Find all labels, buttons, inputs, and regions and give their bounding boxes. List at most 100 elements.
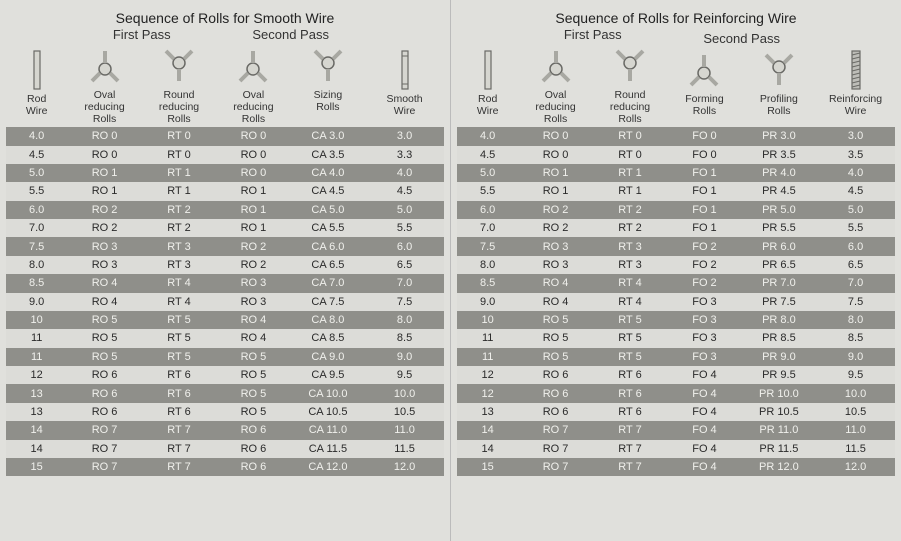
table-cell: RT 7: [142, 421, 216, 439]
table-cell: 8.5: [816, 329, 895, 347]
table-row: 13RO 6RT 6FO 4PR 10.510.5: [457, 403, 895, 421]
table-cell: RO 2: [67, 219, 141, 237]
table-cell: RO 7: [518, 421, 592, 439]
rolls-up-icon: [291, 45, 365, 87]
table-cell: 11: [6, 348, 67, 366]
table-cell: 3.0: [365, 127, 444, 145]
table-cell: FO 4: [667, 421, 741, 439]
table-cell: CA 9.0: [291, 348, 365, 366]
rolls-up-icon: [593, 45, 667, 87]
table-cell: RO 6: [518, 384, 592, 402]
table-cell: FO 3: [667, 348, 741, 366]
table-cell: PR 12.0: [742, 458, 816, 476]
table-smooth: 4.0RO 0RT 0RO 0CA 3.03.04.5RO 0RT 0RO 0C…: [6, 127, 444, 476]
table-cell: 12: [457, 384, 518, 402]
table-cell: RO 1: [518, 164, 592, 182]
table-cell: 11: [6, 329, 67, 347]
table-cell: CA 5.5: [291, 219, 365, 237]
table-row: 5.5RO 1RT 1FO 1PR 4.54.5: [457, 182, 895, 200]
hdr-pass2: Second Pass OvalreducingRolls SizingRoll…: [216, 28, 365, 125]
hdr-label: ProfilingRolls: [760, 93, 798, 117]
table-cell: RT 7: [142, 440, 216, 458]
table-cell: 5.0: [365, 201, 444, 219]
table-row: 14RO 7RT 7FO 4PR 11.511.5: [457, 440, 895, 458]
table-cell: 10: [457, 311, 518, 329]
table-cell: 10.5: [365, 403, 444, 421]
table-cell: 3.5: [816, 146, 895, 164]
table-cell: RO 6: [518, 366, 592, 384]
table-cell: 13: [6, 384, 67, 402]
table-cell: FO 2: [667, 274, 741, 292]
table-cell: RO 7: [518, 458, 592, 476]
table-cell: CA 11.5: [291, 440, 365, 458]
table-cell: RO 1: [67, 182, 141, 200]
table-cell: RO 1: [216, 182, 290, 200]
table-cell: PR 5.5: [742, 219, 816, 237]
table-cell: RO 2: [518, 201, 592, 219]
table-cell: RO 7: [67, 440, 141, 458]
table-row: 11RO 5RT 5FO 3PR 8.58.5: [457, 329, 895, 347]
table-cell: RO 3: [216, 293, 290, 311]
table-cell: CA 9.5: [291, 366, 365, 384]
table-cell: RT 4: [593, 293, 667, 311]
table-cell: RT 2: [142, 219, 216, 237]
hdr-label: RodWire: [477, 93, 499, 117]
table-cell: PR 6.0: [742, 237, 816, 255]
table-cell: RO 6: [518, 403, 592, 421]
table-cell: PR 9.5: [742, 366, 816, 384]
table-cell: RT 3: [142, 237, 216, 255]
table-row: 8.0RO 3RT 3RO 2CA 6.56.5: [6, 256, 444, 274]
table-cell: 11: [457, 329, 518, 347]
table-cell: CA 5.0: [291, 201, 365, 219]
table-cell: 8.5: [6, 274, 67, 292]
table-cell: RO 5: [518, 329, 592, 347]
table-cell: 11.0: [365, 421, 444, 439]
table-cell: PR 4.5: [742, 182, 816, 200]
table-cell: RT 1: [142, 182, 216, 200]
table-cell: CA 10.0: [291, 384, 365, 402]
table-cell: 4.5: [816, 182, 895, 200]
table-cell: 4.0: [457, 127, 518, 145]
table-cell: CA 4.5: [291, 182, 365, 200]
table-cell: RT 4: [142, 274, 216, 292]
table-cell: 4.5: [6, 146, 67, 164]
table-cell: 12: [6, 366, 67, 384]
table-row: 13RO 6RT 6RO 5CA 10.510.5: [6, 403, 444, 421]
page: Sequence of Rolls for Smooth Wire RodWir…: [0, 0, 901, 541]
table-cell: RT 6: [142, 366, 216, 384]
table-cell: RT 2: [142, 201, 216, 219]
table-cell: PR 5.0: [742, 201, 816, 219]
title-smooth: Sequence of Rolls for Smooth Wire: [6, 6, 444, 28]
table-cell: RO 4: [216, 311, 290, 329]
table-cell: 9.0: [816, 348, 895, 366]
table-cell: RT 7: [142, 458, 216, 476]
table-row: 12RO 6RT 6FO 4PR 9.59.5: [457, 366, 895, 384]
table-cell: RT 5: [593, 311, 667, 329]
table-cell: RO 5: [216, 403, 290, 421]
table-cell: 5.0: [6, 164, 67, 182]
table-cell: FO 4: [667, 458, 741, 476]
table-cell: CA 8.0: [291, 311, 365, 329]
table-cell: RO 0: [518, 146, 592, 164]
table-cell: RT 3: [593, 237, 667, 255]
table-row: 6.0RO 2RT 2RO 1CA 5.05.0: [6, 201, 444, 219]
hdr-label: RoundreducingRolls: [159, 89, 199, 125]
table-cell: RO 0: [67, 146, 141, 164]
table-cell: RT 0: [142, 146, 216, 164]
table-row: 5.0RO 1RT 1FO 1PR 4.04.0: [457, 164, 895, 182]
table-cell: 10: [6, 311, 67, 329]
table-cell: FO 4: [667, 403, 741, 421]
table-cell: RT 5: [142, 329, 216, 347]
table-cell: RO 4: [518, 274, 592, 292]
table-cell: 14: [6, 440, 67, 458]
header-reinforcing: RodWire First Pass OvalreducingRolls: [457, 28, 895, 127]
table-cell: 10.0: [365, 384, 444, 402]
hdr-pass1: First Pass OvalreducingRolls Roundreduci…: [67, 28, 216, 125]
table-cell: 5.0: [457, 164, 518, 182]
table-cell: CA 7.5: [291, 293, 365, 311]
table-cell: PR 3.0: [742, 127, 816, 145]
table-cell: 11.5: [816, 440, 895, 458]
table-cell: 8.5: [365, 329, 444, 347]
table-cell: RO 6: [67, 403, 141, 421]
table-row: 8.5RO 4RT 4FO 2PR 7.07.0: [457, 274, 895, 292]
